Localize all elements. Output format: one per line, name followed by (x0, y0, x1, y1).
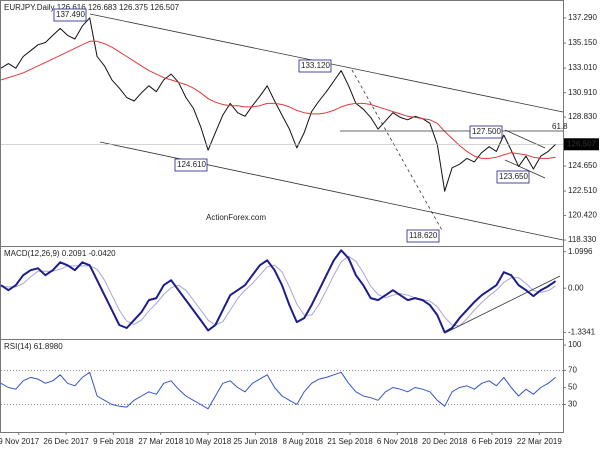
watermark: ActionForex.com (206, 213, 266, 222)
x-tick-label: 21 Sep 2018 (327, 437, 373, 446)
y-tick-label: 137.290 (568, 13, 597, 22)
y-tick-label: 70 (568, 366, 577, 375)
series-line (0, 371, 556, 410)
annotation: 124.610 (177, 160, 206, 169)
annotation-box (298, 59, 332, 73)
x-tick-label: 8 Aug 2018 (282, 437, 323, 446)
annotation: 123.650 (499, 172, 528, 181)
annotation: 133.120 (301, 61, 330, 70)
panel-title: EURJPY.Daily 126.616 126.683 126.375 126… (4, 3, 180, 12)
trend-line (351, 69, 444, 233)
panel-title: RSI(14) 61.8980 (4, 342, 63, 351)
y-tick-label: 124.650 (568, 161, 597, 170)
y-tick-label: 122.510 (568, 186, 597, 195)
annotation-box (174, 158, 208, 172)
y-tick-label: 133.010 (568, 63, 597, 72)
x-tick-label: 6 Nov 2018 (377, 437, 418, 446)
y-tick-label: 0.00 (568, 283, 584, 292)
y-tick-label: -1.3341 (568, 328, 596, 337)
y-tick-label: 130.910 (568, 88, 597, 97)
series-line (0, 249, 557, 334)
y-tick-label: 1.0996 (568, 247, 593, 256)
x-tick-label: 22 Mar 2019 (517, 437, 562, 446)
annotation: 61.8 (552, 122, 568, 131)
x-tick-label: 26 Dec 2017 (43, 437, 89, 446)
trend-line (504, 159, 546, 179)
x-tick-label: 6 Feb 2019 (472, 437, 513, 446)
annotation: 118.620 (409, 231, 438, 240)
series-line (0, 17, 556, 192)
series-line (0, 255, 556, 327)
y-tick-label: 128.830 (568, 112, 597, 121)
x-tick-label: 20 Dec 2018 (422, 437, 468, 446)
annotation-box (469, 125, 503, 139)
y-tick-label: 100 (568, 340, 582, 349)
rsi-panel (0, 339, 564, 433)
y-tick-label: 118.330 (568, 235, 597, 244)
x-tick-label: 9 Nov 2017 (0, 437, 40, 446)
y-tick-label: 30 (568, 400, 577, 409)
annotation: 137.490 (56, 10, 85, 19)
x-tick-label: 9 Feb 2018 (93, 437, 134, 446)
annotation-box (53, 8, 87, 22)
trend-line (99, 141, 564, 241)
x-tick-label: 25 Jun 2018 (233, 437, 278, 446)
y-tick-label: 135.150 (568, 38, 597, 47)
panel-title: MACD(12,26,9) 0.2091 -0.0420 (4, 249, 116, 258)
annotation: 127.500 (472, 127, 501, 136)
annotation-box (406, 229, 440, 243)
trend-line (444, 275, 561, 334)
series-line (0, 40, 556, 159)
y-tick-label: 50 (568, 383, 577, 392)
x-tick-label: 10 May 2018 (185, 437, 232, 446)
last-price-box (564, 138, 599, 151)
trend-line (504, 129, 546, 149)
last-price-label: 126.507 (567, 139, 596, 148)
x-tick-label: 27 Mar 2018 (138, 437, 183, 446)
y-tick-label: 120.420 (568, 211, 597, 220)
annotation-box (496, 170, 530, 184)
